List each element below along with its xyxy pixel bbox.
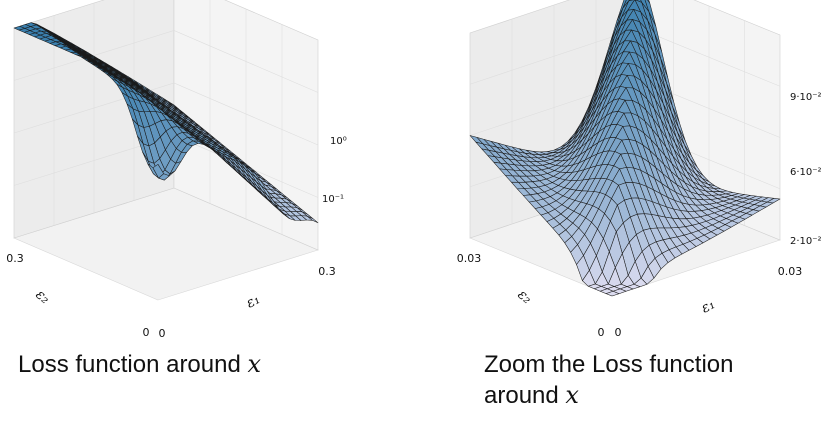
x-axis-title: ε₁ [244,291,263,311]
surface-facet [152,164,164,179]
x-axis-title: ε₁ [699,296,718,316]
z-tick-label: 9·10⁻² [790,92,822,103]
surface-facet [605,291,620,297]
y-tick-label-max: 0.3 [6,252,24,265]
z-tick-label: 10⁰ [330,136,347,147]
y-axis-title: ε₂ [32,287,53,308]
y-axis-title: ε₂ [514,287,535,308]
y-tick-label-max: 0.03 [457,252,482,265]
surface-mesh [13,22,319,224]
z-tick-label: 10⁻¹ [322,194,344,205]
wall-gridline [13,82,319,146]
x-tick-label-max: 0.3 [318,265,336,278]
surface-mesh [469,0,781,297]
z-tick-label: 2·10⁻² [790,236,822,247]
y-tick-label-min: 0 [598,326,605,339]
x-tick-label-min: 0 [615,326,622,339]
plot-right: 0.03 0 0 0.03 ε₂ ε₁ 9·10⁻² 6·10⁻² 2·10⁻² [457,0,822,339]
z-tick-label: 6·10⁻² [790,167,822,178]
wall-gridline [13,30,319,93]
caption-left: Loss function around x [18,350,262,378]
x-tick-label-max: 0.03 [778,265,803,278]
caption-right: Zoom the Loss function around x [484,351,734,409]
x-tick-label-min: 0 [159,327,166,340]
y-tick-label-min: 0 [143,326,150,339]
plot-left: 0.3 0 0 0.3 ε₂ ε₁ 10⁰ 10⁻¹ [6,0,347,340]
